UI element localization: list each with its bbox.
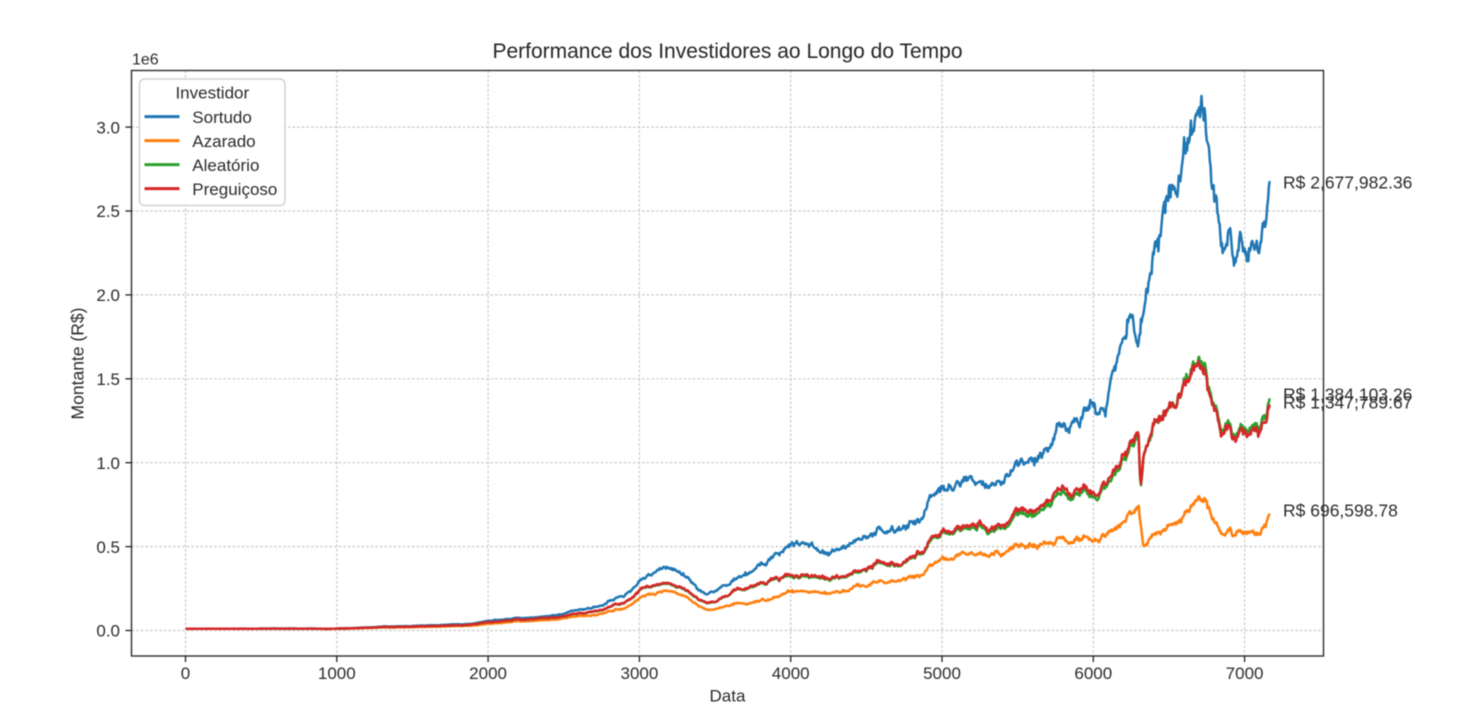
svg-text:R$ 696,598.78: R$ 696,598.78 bbox=[1283, 501, 1398, 521]
svg-text:4000: 4000 bbox=[772, 664, 810, 683]
svg-text:2.5: 2.5 bbox=[96, 202, 120, 221]
svg-text:Data: Data bbox=[710, 687, 746, 706]
svg-text:Investidor: Investidor bbox=[175, 84, 249, 103]
svg-text:5000: 5000 bbox=[923, 664, 961, 683]
svg-text:Azarado: Azarado bbox=[192, 132, 255, 151]
svg-text:0.0: 0.0 bbox=[96, 622, 120, 641]
svg-text:7000: 7000 bbox=[1226, 664, 1264, 683]
svg-text:R$ 2,677,982.36: R$ 2,677,982.36 bbox=[1283, 173, 1412, 193]
svg-text:Sortudo: Sortudo bbox=[192, 108, 252, 127]
svg-text:1.5: 1.5 bbox=[96, 370, 120, 389]
svg-text:R$ 1,347,789.67: R$ 1,347,789.67 bbox=[1283, 393, 1412, 413]
svg-text:1e6: 1e6 bbox=[132, 52, 159, 69]
svg-text:1.0: 1.0 bbox=[96, 454, 120, 473]
svg-text:6000: 6000 bbox=[1074, 664, 1112, 683]
svg-text:3.0: 3.0 bbox=[96, 118, 120, 137]
svg-text:Montante (R$): Montante (R$) bbox=[68, 308, 88, 420]
svg-text:Aleatório: Aleatório bbox=[192, 156, 259, 175]
svg-text:2.0: 2.0 bbox=[96, 286, 120, 305]
svg-text:0.5: 0.5 bbox=[96, 538, 120, 557]
svg-text:1000: 1000 bbox=[318, 664, 356, 683]
svg-text:Performance dos Investidores a: Performance dos Investidores ao Longo do… bbox=[492, 40, 962, 63]
svg-text:R$ 1,384,103.26: R$ 1,384,103.26 bbox=[1283, 385, 1412, 405]
svg-text:3000: 3000 bbox=[620, 664, 658, 683]
svg-text:Preguiçoso: Preguiçoso bbox=[192, 180, 277, 199]
svg-text:0: 0 bbox=[181, 664, 190, 683]
svg-text:2000: 2000 bbox=[469, 664, 507, 683]
